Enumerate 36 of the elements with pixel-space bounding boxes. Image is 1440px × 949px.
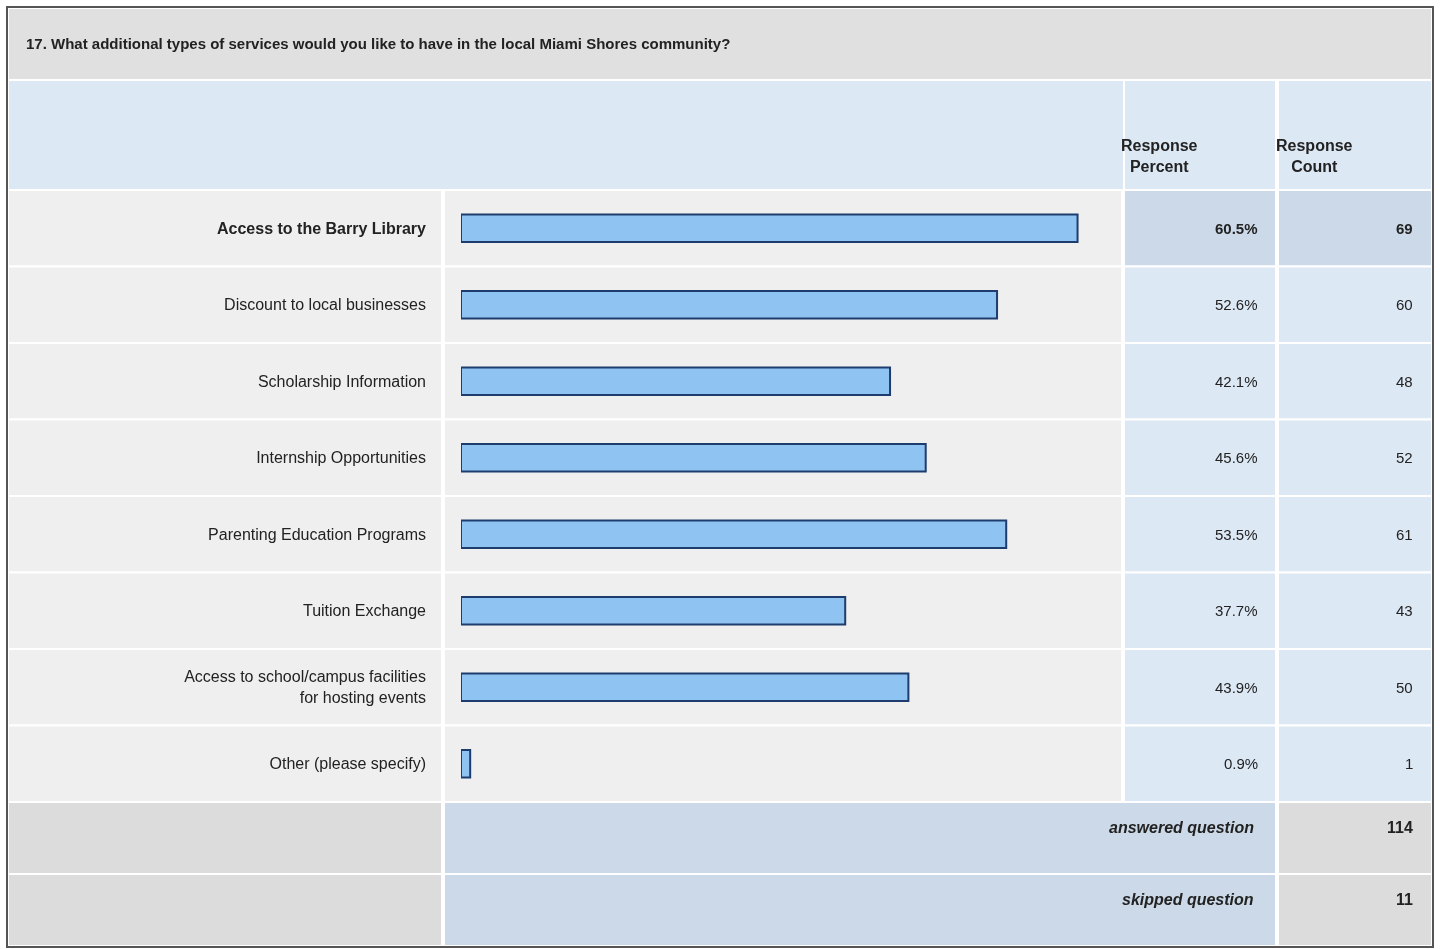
text: Response Percent bbox=[1121, 137, 1198, 175]
bar bbox=[461, 748, 472, 779]
data-label: 45.6% bbox=[1215, 449, 1258, 466]
text: Response Count bbox=[1276, 137, 1353, 175]
text: 114 bbox=[1387, 819, 1413, 836]
y-tick-label: Access to the Barry Library bbox=[217, 219, 427, 237]
y-tick-label: Scholarship Information bbox=[257, 372, 426, 390]
text: 50 bbox=[1396, 679, 1413, 696]
data-label: 37.7% bbox=[1215, 602, 1258, 619]
chart-title: 17. What additional types of services would you like to have in the local Miami Shores community? bbox=[26, 35, 731, 53]
y-tick-label: Other (please specify) bbox=[269, 755, 426, 773]
text: 69 bbox=[1396, 220, 1413, 237]
y-tick-label: Internship Opportunities bbox=[256, 449, 426, 467]
y-tick-label: Access to school/campus facilities for hosting events bbox=[184, 668, 426, 707]
text: 52 bbox=[1396, 449, 1413, 466]
data-label: 52.6% bbox=[1215, 296, 1258, 313]
bar bbox=[461, 366, 892, 397]
bar bbox=[461, 442, 927, 473]
data-label: 0.9% bbox=[1224, 755, 1259, 772]
y-tick-label: Discount to local businesses bbox=[224, 296, 426, 314]
text: skipped question bbox=[1122, 891, 1254, 908]
text: 11 bbox=[1396, 891, 1414, 908]
bar bbox=[461, 672, 910, 703]
text: 43 bbox=[1396, 602, 1413, 619]
data-label: 53.5% bbox=[1215, 526, 1258, 543]
text: answered question bbox=[1109, 819, 1255, 836]
text: 1 bbox=[1405, 755, 1414, 772]
text: 48 bbox=[1396, 373, 1413, 390]
data-label: 42.1% bbox=[1215, 373, 1258, 390]
data-label: 43.9% bbox=[1215, 679, 1258, 696]
data-label: 60.5% bbox=[1215, 220, 1258, 237]
y-tick-label: Parenting Education Programs bbox=[208, 525, 426, 543]
text: 60 bbox=[1396, 296, 1413, 313]
bar bbox=[461, 595, 847, 626]
text: 61 bbox=[1396, 526, 1413, 543]
y-tick-label: Tuition Exchange bbox=[302, 602, 427, 620]
